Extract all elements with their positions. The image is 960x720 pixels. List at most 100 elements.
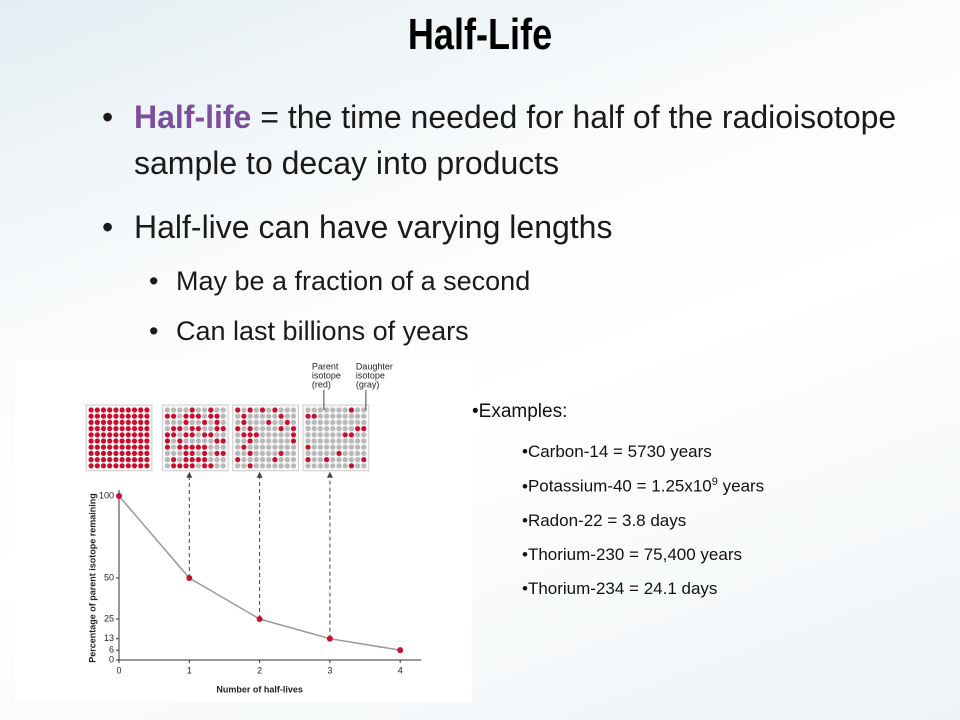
atom [195,432,201,438]
atom [202,463,208,469]
atom [88,450,94,456]
atom [171,450,177,456]
atom [272,444,278,450]
atom [305,457,311,463]
atom [317,419,323,425]
atom [235,438,241,444]
atom [361,413,367,419]
atom [113,450,119,456]
atom [324,444,330,450]
atom [144,432,150,438]
atom [144,457,150,463]
atom [125,413,131,419]
atom [342,457,348,463]
atom [241,450,247,456]
atom [361,450,367,456]
atom [88,463,94,469]
atom [290,419,297,425]
atom [183,444,189,450]
atom [311,407,317,413]
atom [208,457,214,463]
atom [342,432,348,438]
x-tick-label: 2 [257,665,262,675]
atom [284,419,290,425]
atom [253,444,259,450]
atom [177,426,183,432]
atom [113,419,119,425]
atom [361,463,367,469]
atom [330,457,336,463]
atom [214,432,220,438]
atom [164,426,170,432]
sub-bullet: Can last billions of years [149,316,469,347]
atom [195,407,201,413]
atom [241,444,247,450]
atom [342,419,348,425]
atom [177,450,183,456]
atom [189,463,195,469]
atom [330,450,336,456]
atom [202,432,208,438]
atom [330,444,336,450]
example: Potassium-40 = 1.25x109 years [522,476,764,497]
atom [138,432,144,438]
atom [330,463,336,469]
atom [183,426,189,432]
atom [202,438,208,444]
atom [324,407,330,413]
atom [361,438,367,444]
atom [290,463,297,469]
atom [214,438,220,444]
atom [107,419,113,425]
atom [348,444,354,450]
atom [311,438,317,444]
atom [259,432,266,438]
atom [208,432,214,438]
chart: 06 13 25 50 100 0 1 2 3 4 Number of half-lives Perc… [15,360,472,702]
atom [113,413,119,419]
atom [278,450,284,456]
atom [125,419,131,425]
atom [317,444,323,450]
arrow-head [326,471,333,478]
atom [342,438,348,444]
atom [183,450,189,456]
atom [305,407,311,413]
atom [144,463,150,469]
atom [235,413,241,419]
atom [208,413,214,419]
atom [324,457,330,463]
atom [214,407,220,413]
y-tick-label: 100 [99,490,114,500]
atom [247,450,253,456]
atom [336,407,342,413]
atom [272,450,278,456]
callout-label: (gray) [356,379,380,389]
atom [177,413,183,419]
atom [214,457,220,463]
atom [253,450,259,456]
atom [311,457,317,463]
atom [336,444,342,450]
atom [171,457,177,463]
sub-bullet: May be a fraction of a second [149,266,530,297]
atom [259,419,266,425]
atom [189,413,195,419]
atom [311,444,317,450]
atom [361,407,367,413]
atom [259,457,266,463]
atom [119,438,125,444]
atom [348,438,354,444]
atom [119,413,125,419]
atom [305,413,311,419]
atom [195,457,201,463]
atom [164,438,170,444]
atom [336,438,342,444]
atom [284,413,290,419]
atom [253,438,259,444]
atom [284,463,290,469]
atom [171,419,177,425]
atom [144,444,150,450]
atom [317,407,323,413]
atom [220,450,226,456]
